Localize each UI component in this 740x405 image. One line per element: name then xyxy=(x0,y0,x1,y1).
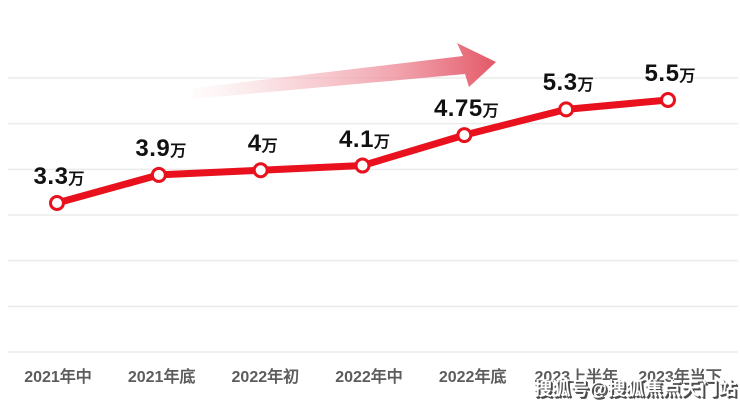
value-label: 3.9万 xyxy=(135,134,187,162)
data-point-markers xyxy=(49,92,676,211)
data-point xyxy=(660,92,676,108)
data-point xyxy=(354,157,371,174)
x-axis-label: 2023上半年 xyxy=(534,369,619,386)
x-axis-label: 2021年中 xyxy=(24,369,92,386)
data-point xyxy=(49,195,65,211)
grid-lines xyxy=(8,77,738,353)
x-axis-label: 2023年当下 xyxy=(638,369,722,386)
data-point xyxy=(558,101,575,118)
data-point xyxy=(456,127,473,144)
value-label: 5.3万 xyxy=(542,69,594,97)
data-point xyxy=(252,162,269,179)
watermark: 搜狐号@搜狐焦点天门站 xyxy=(533,379,737,399)
value-label: 4.1万 xyxy=(339,125,390,153)
value-label: 4万 xyxy=(247,130,278,158)
x-axis-label: 2022年中 xyxy=(335,369,403,386)
value-label: 3.3万 xyxy=(33,163,85,190)
x-axis-label: 2022年底 xyxy=(438,369,507,386)
x-axis-label: 2022年初 xyxy=(231,369,300,386)
data-point xyxy=(150,166,167,183)
upward-trend-arrow-icon xyxy=(193,43,496,99)
value-label: 5.5万 xyxy=(644,60,696,87)
value-label: 4.75万 xyxy=(433,95,499,123)
x-axis-label: 2021年底 xyxy=(127,369,196,386)
